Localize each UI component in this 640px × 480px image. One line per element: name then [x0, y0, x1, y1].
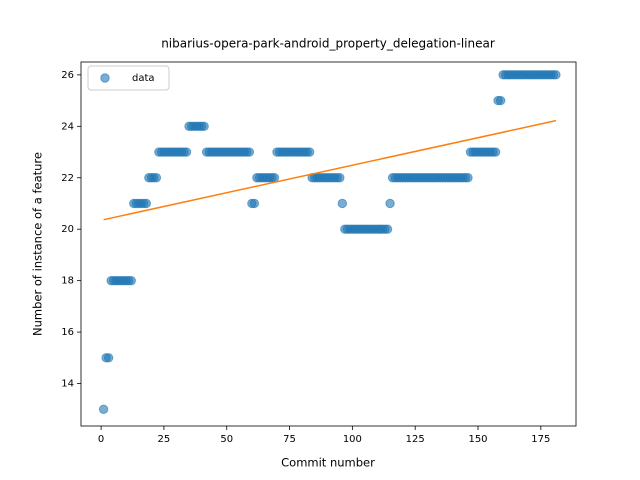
y-tick-label: 18 [61, 276, 74, 287]
x-tick-label: 175 [531, 434, 550, 445]
data-point [495, 95, 506, 106]
x-axis-label: Commit number [281, 456, 375, 470]
data-point [141, 198, 152, 209]
y-tick-label: 16 [61, 327, 74, 338]
legend-label: data [132, 73, 155, 84]
y-tick-label: 26 [61, 70, 74, 81]
data-point [126, 275, 136, 286]
data-point [98, 404, 109, 414]
y-tick-label: 24 [61, 121, 74, 132]
data-point [304, 147, 315, 157]
data-point [199, 121, 209, 132]
legend-marker [100, 73, 110, 83]
data-point [103, 353, 114, 363]
y-tick-label: 14 [61, 379, 74, 390]
x-tick-label: 0 [98, 434, 104, 445]
x-tick-label: 150 [468, 434, 487, 445]
y-tick-label: 22 [61, 173, 74, 184]
x-tick-label: 75 [283, 434, 296, 445]
fit-line [103, 119, 557, 221]
x-tick-label: 100 [343, 434, 362, 445]
data-point [551, 70, 561, 80]
legend-box [87, 65, 170, 91]
data-point [249, 198, 260, 209]
chart-title: nibarius-opera-park-android_property_del… [161, 37, 495, 51]
x-tick-label: 50 [220, 434, 233, 445]
data-point [490, 147, 501, 157]
data-point [181, 147, 192, 157]
x-tick-label: 125 [406, 434, 425, 445]
data-point [244, 147, 255, 157]
axes-frame [80, 61, 577, 427]
x-tick-label: 25 [158, 434, 171, 445]
data-point [151, 173, 162, 183]
data-point [337, 198, 348, 209]
data-point [382, 224, 393, 234]
data-point [463, 173, 473, 183]
data-point [269, 173, 280, 183]
data-point [385, 198, 395, 209]
y-axis-label: Number of instance of a feature [31, 152, 45, 336]
y-tick-label: 20 [61, 224, 74, 235]
data-point [335, 173, 345, 183]
